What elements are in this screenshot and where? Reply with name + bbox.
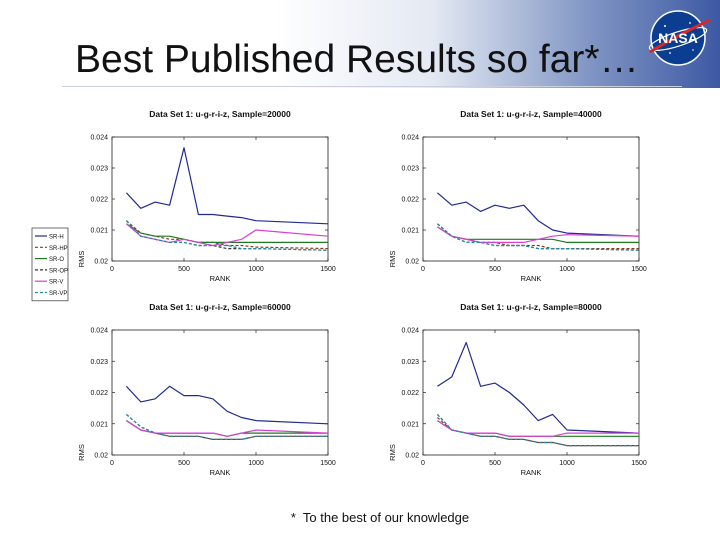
x-tick-label: 0 [421, 460, 425, 467]
x-tick-label: 1500 [320, 460, 336, 467]
y-tick-label: 0.021 [401, 421, 419, 428]
y-tick-label: 0.021 [401, 228, 419, 235]
x-tick-label: 1000 [248, 266, 264, 273]
series-line-sr-vp [125, 220, 329, 251]
legend-entry: SR-V [49, 280, 63, 286]
series-line-sr-vp [126, 413, 328, 440]
chart-2: Data Set 1: u-g-r-i-z, Sample=400000.020… [388, 109, 647, 283]
y-tick-label: 0.024 [401, 328, 419, 335]
nasa-logo-text: NASA [658, 30, 698, 46]
series-line-sr-hp [437, 417, 639, 447]
series-line-sr-h [125, 385, 329, 425]
y-tick-label: 0.021 [90, 228, 108, 235]
nasa-logo: NASA [648, 10, 711, 66]
y-axis-label: RMS [388, 251, 397, 268]
x-tick-label: 500 [178, 460, 190, 467]
nasa-logo-orbit [648, 26, 708, 52]
chart-1: Data Set 1: u-g-r-i-z, Sample=200000.020… [31, 109, 336, 302]
x-tick-label: 0 [110, 266, 114, 273]
chart-4: Data Set 1: u-g-r-i-z, Sample=800000.020… [388, 302, 647, 477]
series-line-sr-vp [436, 413, 639, 447]
x-tick-label: 0 [110, 460, 114, 467]
y-tick-label: 0.023 [90, 166, 108, 173]
y-tick-label: 0.022 [401, 390, 419, 397]
y-tick-label: 0.023 [401, 166, 419, 173]
title-rule [62, 86, 682, 87]
footnote: * To the best of our knowledge [290, 510, 470, 525]
x-axis-label: RANK [210, 274, 231, 283]
series-line-sr-h [437, 341, 640, 434]
y-tick-label: 0.02 [94, 259, 108, 266]
plot-frame [111, 136, 329, 262]
y-tick-label: 0.022 [90, 197, 108, 204]
y-axis-label: RMS [388, 444, 397, 461]
legend-box [31, 227, 69, 302]
x-tick-label: 500 [489, 460, 501, 467]
y-tick-label: 0.023 [90, 359, 108, 366]
y-axis-label: RMS [77, 251, 86, 268]
chart-title: Data Set 1: u-g-r-i-z, Sample=40000 [460, 109, 602, 119]
y-tick-label: 0.023 [401, 359, 419, 366]
slide-title: Best Published Results so far*… [75, 38, 639, 81]
x-tick-label: 1000 [559, 266, 575, 273]
chart-title: Data Set 1: u-g-r-i-z, Sample=60000 [149, 302, 291, 312]
legend-entry: SR-O [49, 257, 64, 263]
legend-entry: SR-OP [49, 268, 68, 274]
y-tick-label: 0.021 [90, 421, 108, 428]
x-tick-label: 0 [421, 266, 425, 273]
plot-frame [422, 329, 640, 456]
x-tick-label: 1500 [320, 266, 336, 273]
y-axis-label: RMS [77, 444, 86, 461]
y-tick-label: 0.02 [405, 259, 419, 266]
x-tick-label: 500 [489, 266, 501, 273]
x-tick-label: 500 [178, 266, 190, 273]
legend-entry: SR-VP [49, 291, 67, 297]
x-axis-label: RANK [521, 274, 542, 283]
x-tick-label: 1000 [248, 460, 264, 467]
x-tick-label: 1500 [631, 266, 647, 273]
nasa-logo-disc [650, 10, 706, 66]
y-tick-label: 0.02 [405, 453, 419, 460]
title-band [0, 0, 720, 88]
x-tick-label: 1000 [559, 460, 575, 467]
y-tick-label: 0.024 [90, 135, 108, 142]
legend: SR-H SR-HP SR-O SR-OP SR-V SR-VP [31, 227, 69, 302]
y-tick-label: 0.02 [94, 453, 108, 460]
y-tick-label: 0.024 [90, 328, 108, 335]
legend-entry: SR-H [49, 235, 64, 241]
x-tick-label: 1500 [631, 460, 647, 467]
series-line-sr-vp [437, 223, 640, 251]
chart-title: Data Set 1: u-g-r-i-z, Sample=20000 [149, 109, 291, 119]
chart-3: Data Set 1: u-g-r-i-z, Sample=600000.020… [77, 302, 336, 477]
series-line-sr-h [125, 147, 329, 225]
series-line-sr-v [126, 420, 329, 437]
y-tick-label: 0.022 [90, 390, 108, 397]
series-line-sr-v [437, 226, 640, 243]
chart-title: Data Set 1: u-g-r-i-z, Sample=80000 [460, 302, 602, 312]
nasa-logo-swoosh [649, 18, 711, 54]
x-axis-label: RANK [521, 468, 542, 477]
y-tick-label: 0.022 [401, 197, 419, 204]
x-axis-label: RANK [210, 468, 231, 477]
y-tick-label: 0.024 [401, 135, 419, 142]
series-line-sr-h [437, 192, 640, 237]
legend-entry: SR-HP [49, 246, 68, 252]
